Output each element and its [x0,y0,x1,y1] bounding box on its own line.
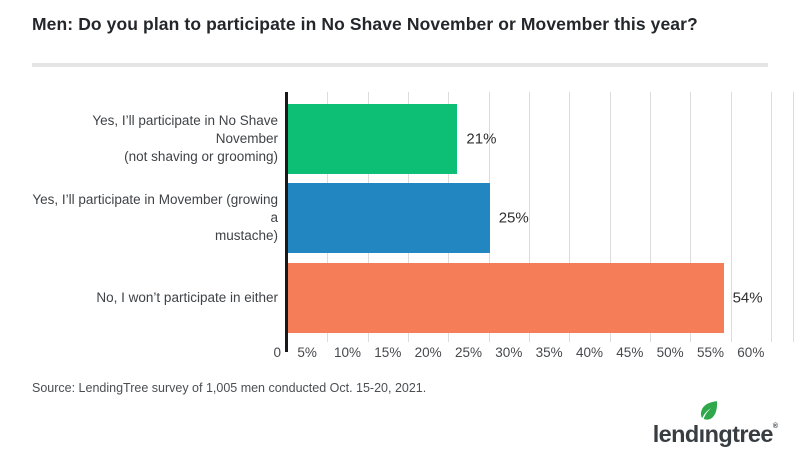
x-tick-label: 10% [333,345,361,360]
logo-dotless-i: ı [698,421,706,447]
bar-54% [288,263,724,333]
logo-part1: lend [652,421,700,447]
x-tick-label: 50% [656,345,684,360]
x-tick-label: 55% [696,345,724,360]
logo-registered-mark: ® [772,423,778,430]
category-label-movember: Yes, I’ll participate in Movember (growi… [30,191,278,245]
category-label-line: (not shaving or grooming) [124,149,278,164]
leaf-icon [700,401,717,420]
gridline [730,92,732,342]
x-tick-label: 5% [297,345,317,360]
logo-wordmark: lendıngtree® [653,414,778,447]
y-axis-line [285,92,288,352]
x-axis-ticks: 0 5% 10% 15% 20% 25% 30% 35% 40% 45% 50% 55% 60% [273,345,795,363]
x-tick-label: 30% [495,345,523,360]
gridline [771,92,772,342]
value-label: 21% [466,130,497,148]
category-label-no-shave-november: Yes, I’ll participate in No Shave Novemb… [30,112,278,166]
x-tick-label: 45% [616,345,644,360]
x-tick-label: 20% [414,345,442,360]
bar-25% [288,183,490,253]
gridline [609,92,611,342]
value-label: 25% [498,209,529,227]
x-tick-label: 0 [273,345,281,360]
x-tick-label: 35% [535,345,563,360]
plot-area: 21% 25% 54% [287,92,795,342]
x-tick-label: 60% [737,345,765,360]
gridline [650,92,651,342]
category-label-line: No, I won’t participate in either [96,290,278,305]
plot-right-edge-line [793,92,794,342]
x-tick-label: 15% [374,345,402,360]
category-label-neither: No, I won’t participate in either [30,289,278,307]
gridline [569,92,571,342]
value-label: 54% [732,289,763,307]
x-tick-label: 25% [454,345,482,360]
chart-title: Men: Do you plan to participate in No Sh… [32,14,698,34]
logo-part2: ngtree [704,421,774,447]
gridline [529,92,530,342]
category-label-line: Yes, I’ll participate in No Shave Novemb… [92,113,278,146]
title-divider [32,63,768,67]
gridline [690,92,692,342]
category-label-line: mustache) [214,228,278,243]
x-tick-label: 40% [575,345,603,360]
bar-21% [288,104,458,174]
source-note: Source: LendingTree survey of 1,005 men … [32,381,427,395]
category-label-line: Yes, I’ll participate in Movember (growi… [32,192,278,225]
lendingtree-logo: lendıngtree® [653,400,778,450]
